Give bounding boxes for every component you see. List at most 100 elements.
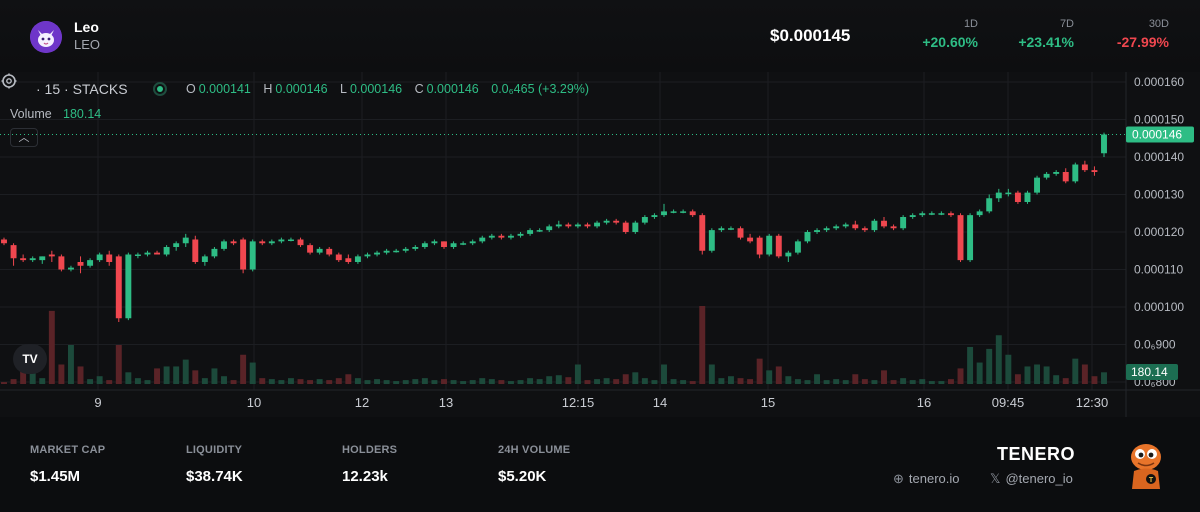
token-symbol: LEO — [74, 37, 101, 52]
candle-body — [804, 232, 811, 242]
volume-bar — [890, 380, 897, 384]
volume-bar — [1034, 364, 1041, 384]
candle-body — [1081, 164, 1088, 171]
volume-bar — [507, 381, 514, 384]
volume-bar — [957, 368, 964, 384]
candle-body — [393, 250, 400, 253]
volume-bar — [249, 362, 256, 384]
candle-body — [125, 254, 132, 319]
volume-bar — [727, 376, 734, 384]
volume-bar — [374, 379, 381, 384]
candle-body — [192, 239, 199, 262]
volume-bar — [756, 358, 763, 384]
volume-bar — [651, 380, 658, 384]
volume-tag — [1126, 364, 1178, 380]
candle-body — [1043, 173, 1050, 178]
volume-bar — [469, 380, 476, 384]
candle-body — [756, 237, 763, 255]
candle-body — [374, 252, 381, 255]
candle-body — [469, 241, 476, 244]
stat-value: $5.20K — [498, 468, 547, 485]
tenero-mascot-icon: T — [1131, 444, 1161, 489]
volume-bar — [1043, 366, 1050, 384]
y-tick-label: 0.000150 — [1134, 113, 1184, 127]
volume-bar — [278, 380, 285, 384]
volume-bar — [421, 378, 428, 384]
chevron-up-icon: ︿ — [18, 132, 30, 144]
candle-body — [29, 258, 36, 261]
x-tick-label: 13 — [439, 395, 453, 410]
candle-body — [48, 254, 55, 257]
price-chart[interactable]: 0.000160 0.000150 0.000140 0.000130 0.000120… — [0, 72, 1200, 417]
volume-bar — [154, 368, 161, 384]
candle-body — [651, 215, 658, 217]
candle-body — [335, 254, 342, 261]
candle-body — [622, 222, 629, 232]
candle-body — [412, 247, 419, 249]
candle-body — [383, 250, 390, 253]
volume-bar — [584, 380, 591, 384]
candle-body — [957, 215, 964, 261]
volume-bar — [488, 379, 495, 384]
volume-bar — [737, 378, 744, 384]
candle-body — [833, 226, 840, 229]
volume-label: Volume — [10, 107, 52, 121]
volume-bar — [345, 374, 352, 384]
gear-icon[interactable] — [0, 72, 18, 90]
brand-x-link[interactable]: 𝕏 @tenero_io — [990, 471, 1073, 487]
candle-body — [603, 220, 610, 223]
volume-bar — [240, 354, 247, 384]
volume-bar — [67, 345, 74, 384]
volume-bar — [268, 379, 275, 384]
change-1d: 1D +20.60% — [898, 18, 978, 50]
last-price-tag-text: 0.000146 — [1132, 128, 1182, 142]
open-value: 0.000141 — [198, 82, 251, 96]
volume-bar — [517, 380, 524, 384]
volume-bar — [450, 380, 457, 384]
volume-bar — [689, 381, 696, 384]
candle-body — [106, 254, 113, 262]
x-tick-label: 16 — [917, 395, 931, 410]
candle-body — [565, 224, 572, 227]
collapse-legend-button[interactable]: ︿ — [10, 128, 38, 147]
ohlc-readout: O 0.000141 H 0.000146 L 0.000146 C 0.000146 … — [186, 82, 598, 96]
candle-body — [861, 228, 868, 231]
volume-bar — [967, 346, 974, 384]
volume-bar — [498, 380, 505, 384]
change-7d-value: +23.41% — [1018, 34, 1074, 50]
candle-body — [574, 224, 581, 227]
volume-bar — [766, 370, 773, 384]
volume-bar — [785, 376, 792, 384]
candle-body — [268, 241, 275, 244]
volume-bar — [354, 378, 361, 384]
volume-bar — [919, 379, 926, 384]
volume-bar — [1072, 358, 1079, 384]
candle-body — [794, 241, 801, 253]
volume-bar — [211, 368, 218, 384]
x-logo-icon: 𝕏 — [990, 471, 1001, 486]
candle-body — [536, 230, 543, 232]
tradingview-logo-icon[interactable]: TV — [13, 344, 47, 374]
candle-body — [613, 220, 620, 223]
candle-body — [775, 235, 782, 257]
brand-site-link[interactable]: ⊕ tenero.io — [893, 471, 960, 487]
candle-body — [144, 252, 151, 255]
candle-body — [852, 224, 859, 229]
change-30d: 30D -27.99% — [1089, 18, 1169, 50]
candle-body — [364, 254, 371, 257]
volume-bar — [555, 375, 562, 384]
candle-body — [173, 243, 180, 247]
candle-body — [594, 222, 601, 227]
candle-body — [842, 224, 849, 227]
volume-bar — [326, 380, 333, 384]
volume-bar — [871, 380, 878, 384]
candlestick-chart-svg[interactable]: 0.000160 0.000150 0.000140 0.000130 0.000120… — [0, 72, 1200, 417]
candle-body — [967, 215, 974, 261]
candle-body — [479, 237, 486, 242]
volume-bar — [995, 335, 1002, 384]
candle-body — [345, 258, 352, 262]
volume-bar — [402, 380, 409, 384]
volume-bar — [125, 372, 132, 384]
volume-bar — [412, 379, 419, 384]
candle-body — [507, 235, 514, 238]
